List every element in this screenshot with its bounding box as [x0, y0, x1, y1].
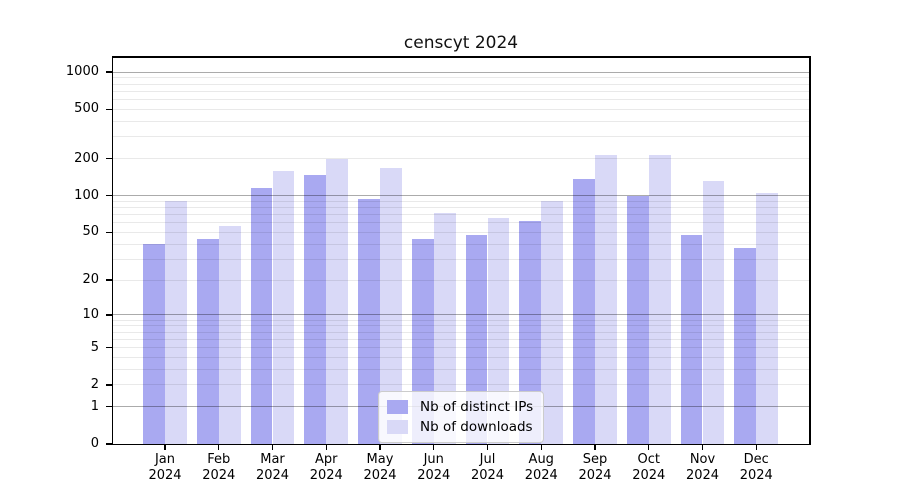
x-axis-line	[111, 443, 811, 446]
bar-distinct-ips-aug	[519, 221, 542, 444]
x-tick-label-nov: Nov 2024	[685, 452, 720, 483]
bar-downloads-jun	[433, 213, 456, 444]
legend-swatch-distinct-ips	[387, 400, 408, 414]
x-tick-label-jul: Jul 2024	[470, 452, 505, 483]
x-tick-label-feb: Feb 2024	[202, 452, 236, 483]
bar-downloads-mar	[272, 170, 295, 444]
y-tick-label-100: 100	[74, 187, 99, 203]
legend-swatch-downloads	[387, 420, 408, 434]
bar-downloads-dec	[756, 192, 779, 444]
x-tick-label-oct: Oct 2024	[632, 452, 666, 483]
gridline-500	[113, 108, 809, 110]
x-tick-label-dec: Dec 2024	[739, 452, 773, 483]
x-tick-label-jun: Jun 2024	[417, 452, 451, 483]
y-tick-label-20: 20	[82, 272, 99, 288]
bar-downloads-nov	[702, 181, 725, 444]
bar-downloads-jul	[487, 217, 510, 444]
legend-item-distinct-ips: Nb of distinct IPs	[387, 397, 533, 417]
x-tick-mark-mar	[271, 445, 274, 450]
y-tick-label-10: 10	[82, 306, 99, 322]
legend-item-downloads: Nb of downloads	[387, 417, 533, 437]
bar-distinct-ips-may	[358, 198, 380, 444]
gridline-200	[113, 158, 809, 160]
bar-downloads-oct	[648, 154, 671, 444]
y-tick-label-5: 5	[90, 339, 99, 355]
y-tick-label-2: 2	[90, 376, 99, 392]
x-tick-mark-apr	[325, 445, 327, 450]
x-tick-mark-dec	[755, 445, 757, 450]
legend-label-downloads: Nb of downloads	[420, 419, 533, 435]
x-tick-mark-nov	[701, 445, 704, 450]
gridline-800	[113, 83, 809, 85]
y-tick-label-1: 1	[90, 398, 99, 414]
bar-distinct-ips-sep	[573, 178, 595, 444]
gridline-700	[113, 90, 809, 92]
x-tick-mark-may	[379, 445, 381, 450]
y-tick-label-200: 200	[74, 150, 99, 166]
plot-border-top	[111, 56, 811, 58]
y-tick-label-0: 0	[90, 436, 99, 451]
y-tick-mark-1000	[105, 71, 113, 73]
bar-distinct-ips-jan	[143, 244, 165, 444]
bar-downloads-feb	[218, 226, 241, 444]
bar-downloads-aug	[541, 200, 564, 444]
gridline-600	[113, 99, 809, 101]
bar-distinct-ips-oct	[626, 195, 649, 444]
legend: Nb of distinct IPs Nb of downloads	[378, 391, 545, 443]
y-axis-line	[111, 56, 114, 446]
x-tick-mark-oct	[648, 445, 650, 450]
x-tick-mark-jul	[486, 445, 489, 450]
bar-downloads-may	[380, 167, 402, 444]
x-tick-label-jan: Jan 2024	[148, 452, 182, 483]
y-tick-mark-20	[105, 279, 113, 281]
x-tick-label-may: May 2024	[363, 452, 397, 483]
plot-border-right	[809, 56, 811, 446]
y-tick-mark-1	[105, 405, 113, 408]
gridline-400	[113, 120, 809, 122]
bar-distinct-ips-feb	[196, 239, 219, 444]
x-tick-label-aug: Aug 2024	[524, 452, 558, 483]
y-tick-mark-50	[105, 231, 113, 234]
x-tick-mark-jun	[433, 445, 435, 450]
y-tick-mark-500	[105, 108, 113, 111]
bar-distinct-ips-dec	[734, 248, 757, 444]
x-tick-label-mar: Mar 2024	[255, 452, 290, 483]
x-tick-label-sep: Sep 2024	[578, 452, 612, 483]
x-tick-label-apr: Apr 2024	[309, 452, 343, 483]
x-tick-mark-sep	[594, 445, 596, 450]
chart-title: censcyt 2024	[403, 33, 519, 53]
gridline-300	[113, 136, 809, 138]
y-tick-label-500: 500	[74, 101, 99, 117]
y-tick-mark-10	[105, 314, 113, 316]
y-tick-label-1000: 1000	[65, 64, 99, 80]
bar-downloads-sep	[595, 155, 617, 444]
bar-downloads-jan	[165, 201, 187, 444]
bar-distinct-ips-mar	[250, 188, 273, 444]
x-tick-mark-feb	[218, 445, 220, 450]
legend-label-distinct-ips: Nb of distinct IPs	[420, 399, 534, 415]
y-tick-mark-5	[105, 346, 113, 349]
gridline-900	[113, 77, 809, 79]
bar-distinct-ips-apr	[304, 174, 327, 444]
y-tick-mark-0	[105, 443, 113, 445]
x-tick-mark-jan	[164, 445, 166, 450]
bar-distinct-ips-nov	[680, 234, 703, 444]
bar-downloads-apr	[326, 158, 349, 444]
y-tick-label-50: 50	[82, 224, 99, 240]
gridline-1000	[113, 71, 809, 73]
plot-area	[113, 58, 809, 444]
y-tick-mark-200	[105, 157, 113, 160]
y-tick-mark-2	[105, 384, 113, 386]
x-tick-mark-aug	[540, 445, 542, 450]
y-tick-mark-100	[105, 194, 113, 197]
